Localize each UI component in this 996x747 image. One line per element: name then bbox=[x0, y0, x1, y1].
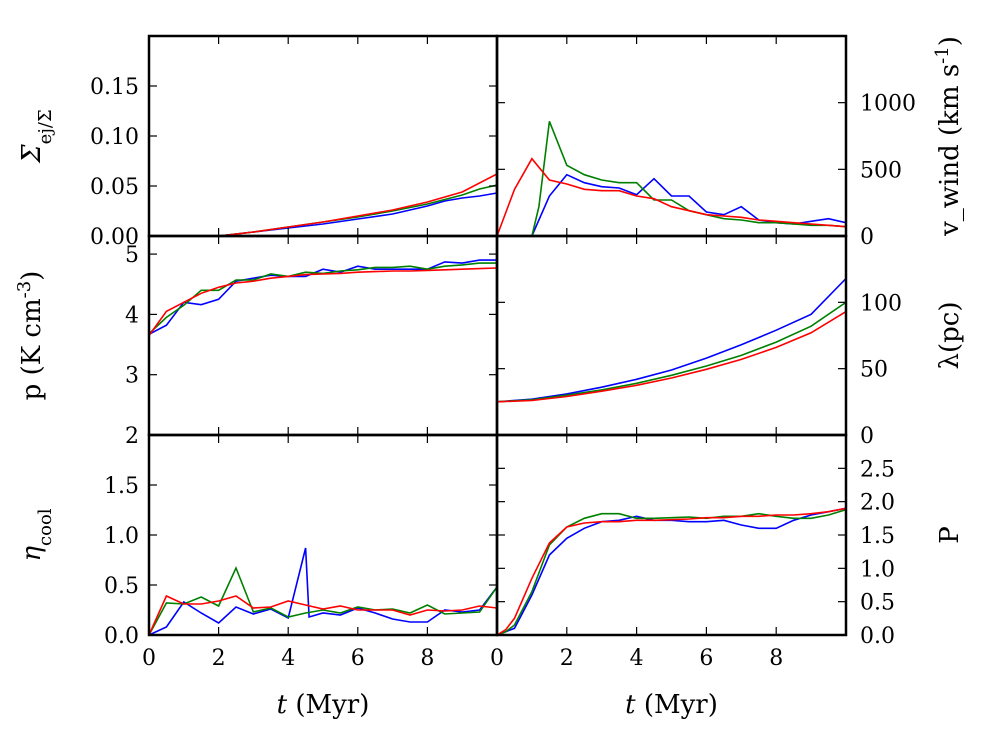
x-tick-label: 6 bbox=[699, 646, 713, 671]
panel-top-right: 0 500 1000 v_wind (km s-1) bbox=[495, 34, 966, 250]
x-tick-label: 8 bbox=[769, 646, 783, 671]
x-tick-label: 8 bbox=[420, 646, 434, 671]
panel-bottom-right: 0.0 0.5 1.0 1.5 2.0 2.5 0 2 4 6 8 t (Myr) P bbox=[490, 433, 965, 720]
y-tick-label: 0.5 bbox=[860, 591, 895, 616]
series-line-green bbox=[497, 301, 846, 403]
y-tick-label: 0.0 bbox=[104, 624, 139, 649]
panel-top-left: 0.00 0.05 0.10 0.15 Σej/Σ bbox=[17, 34, 499, 250]
y-tick-label: 0.15 bbox=[90, 75, 139, 100]
series-line-blue bbox=[497, 507, 846, 635]
x-axis-label: t (Myr) bbox=[277, 690, 370, 720]
y-axis-label: p (K cm-3) bbox=[14, 271, 48, 401]
y-axis-label: v_wind (km s-1) bbox=[932, 36, 966, 237]
y-tick-label: 50 bbox=[860, 358, 888, 383]
series-line-green bbox=[149, 565, 497, 635]
x-tick-label: 4 bbox=[281, 646, 295, 671]
series-line-green bbox=[497, 508, 846, 635]
series-line-red bbox=[497, 157, 846, 236]
x-axis-label: t (Myr) bbox=[625, 690, 718, 720]
panel-middle-left: 2 3 4 5 p (K cm-3) bbox=[14, 234, 499, 449]
y-axis-label: λ(pc) bbox=[935, 302, 965, 370]
y-tick-label: 2.0 bbox=[860, 491, 895, 516]
series-line-red bbox=[149, 267, 497, 336]
y-tick-label: 100 bbox=[860, 291, 902, 316]
y-tick-label: 1.5 bbox=[104, 474, 139, 499]
series-line-red bbox=[497, 507, 846, 635]
axes-frame bbox=[495, 433, 848, 637]
panel-bottom-left: 0.0 0.5 1.0 1.5 0 2 4 6 8 t (Myr) ηcool bbox=[17, 433, 499, 720]
y-tick-label: 2.5 bbox=[860, 457, 895, 482]
y-tick-label: 0.0 bbox=[860, 624, 895, 649]
y-axis-label: Σej/Σ bbox=[17, 109, 56, 163]
y-tick-label: 1.5 bbox=[860, 524, 895, 549]
series-line-blue bbox=[497, 277, 846, 403]
series-line-red bbox=[497, 310, 846, 403]
y-tick-label: 0.5 bbox=[104, 574, 139, 599]
y-tick-label: 500 bbox=[860, 158, 902, 183]
axes-frame bbox=[495, 234, 848, 437]
series-line-green bbox=[149, 184, 497, 236]
y-tick-label: 4 bbox=[125, 303, 139, 328]
y-tick-label: 0 bbox=[860, 424, 874, 449]
x-tick-label: 0 bbox=[490, 646, 504, 671]
y-tick-label: 1000 bbox=[860, 92, 916, 117]
axes-frame bbox=[147, 433, 499, 637]
series-line-red bbox=[149, 594, 497, 635]
panel-middle-right: 0 50 100 λ(pc) bbox=[495, 234, 965, 449]
series-line-blue bbox=[149, 547, 497, 635]
y-tick-label: 5 bbox=[125, 243, 139, 268]
x-tick-label: 2 bbox=[560, 646, 574, 671]
y-tick-label: 0.10 bbox=[90, 125, 139, 150]
x-tick-label: 0 bbox=[142, 646, 156, 671]
x-tick-label: 4 bbox=[630, 646, 644, 671]
y-tick-label: 2 bbox=[125, 424, 139, 449]
y-tick-label: 0.00 bbox=[90, 225, 139, 250]
series-line-blue bbox=[531, 173, 846, 236]
x-tick-label: 2 bbox=[212, 646, 226, 671]
y-tick-label: 3 bbox=[125, 364, 139, 389]
y-tick-label: 1.0 bbox=[104, 524, 139, 549]
y-tick-label: 1.0 bbox=[860, 557, 895, 582]
series-line-red bbox=[149, 173, 497, 236]
axes-frame bbox=[147, 34, 499, 238]
series-line-green bbox=[531, 121, 846, 236]
y-tick-label: 0.05 bbox=[90, 175, 139, 200]
y-tick-label: 0 bbox=[860, 225, 874, 250]
y-axis-label: ηcool bbox=[17, 508, 56, 561]
y-axis-label: P bbox=[935, 526, 965, 544]
x-tick-label: 6 bbox=[351, 646, 365, 671]
series-line-blue bbox=[149, 259, 497, 336]
